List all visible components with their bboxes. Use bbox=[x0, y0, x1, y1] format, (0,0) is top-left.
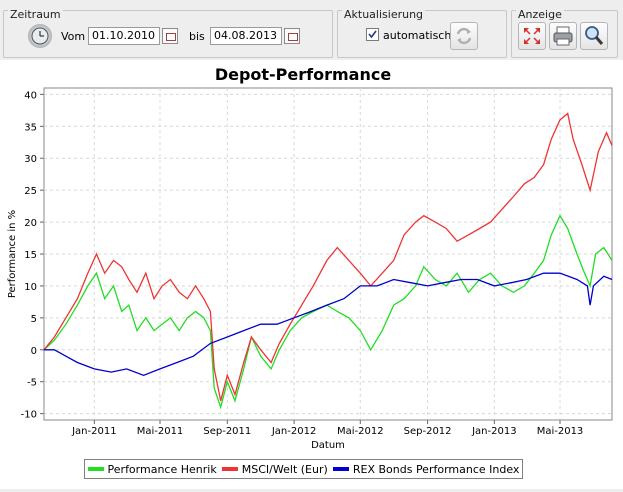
series-line-1 bbox=[43, 214, 613, 410]
refresh-icon[interactable] bbox=[450, 22, 478, 50]
vom-label: Vom bbox=[61, 30, 86, 43]
aktualisierung-title: Aktualisierung bbox=[342, 8, 426, 21]
legend-swatch bbox=[332, 467, 349, 471]
series-line-3 bbox=[44, 272, 613, 376]
chart-title: Depot-Performance bbox=[215, 65, 392, 84]
y-tick-label: 5 bbox=[31, 314, 37, 325]
x-axis-label: Datum bbox=[311, 440, 345, 451]
bis-label: bis bbox=[189, 30, 205, 43]
y-tick-label: 15 bbox=[24, 250, 37, 261]
y-tick-label: 35 bbox=[24, 122, 37, 133]
x-tick-label: Mai-2013 bbox=[537, 426, 584, 437]
bis-date-field[interactable]: 04.08.2013 bbox=[210, 27, 282, 45]
aktualisierung-group: Aktualisierung bbox=[337, 8, 507, 58]
y-tick-label: 20 bbox=[24, 218, 37, 229]
legend-label: REX Bonds Performance Index bbox=[352, 462, 520, 476]
x-tick-label: Jan-2012 bbox=[271, 426, 316, 437]
legend-swatch bbox=[87, 467, 104, 471]
calendar-icon[interactable] bbox=[162, 28, 178, 44]
legend-item-3: REX Bonds Performance Index bbox=[332, 462, 520, 476]
auto-checkbox-label: automatisch bbox=[383, 29, 452, 42]
x-tick-label: Mai-2011 bbox=[137, 426, 184, 437]
chart-legend: Performance Henrik MSCI/Welt (Eur) REX Bon… bbox=[84, 459, 523, 479]
legend-item-1: Performance Henrik bbox=[87, 462, 217, 476]
auto-checkbox[interactable] bbox=[366, 28, 379, 41]
legend-item-2: MSCI/Welt (Eur) bbox=[221, 462, 328, 476]
zeitraum-title: Zeitraum bbox=[8, 8, 63, 21]
clock-icon[interactable] bbox=[28, 24, 52, 48]
y-tick-label: -10 bbox=[21, 410, 37, 421]
calendar-icon[interactable] bbox=[284, 28, 300, 44]
x-tick-label: Mai-2012 bbox=[337, 426, 384, 437]
fullscreen-icon[interactable] bbox=[518, 22, 546, 50]
vom-date-field[interactable]: 01.10.2010 bbox=[88, 27, 160, 45]
x-tick-label: Sep-2012 bbox=[404, 426, 452, 437]
legend-swatch bbox=[221, 467, 238, 471]
y-tick-label: 30 bbox=[24, 154, 37, 165]
x-tick-label: Sep-2011 bbox=[203, 426, 251, 437]
printer-icon[interactable] bbox=[549, 22, 577, 50]
y-tick-label: -5 bbox=[27, 378, 37, 389]
x-tick-label: Jan-2013 bbox=[471, 426, 516, 437]
performance-chart: Depot-Performance -10 -5 0 5 10 15 20 25 30 35 40 J… bbox=[7, 65, 613, 451]
legend-label: MSCI/Welt (Eur) bbox=[241, 462, 328, 476]
y-tick-label: 40 bbox=[24, 90, 37, 101]
magnifier-icon[interactable] bbox=[580, 22, 608, 50]
y-tick-label: 10 bbox=[24, 282, 37, 293]
y-tick-label: 25 bbox=[24, 186, 37, 197]
chart-panel: Depot-Performance -10 -5 0 5 10 15 20 25 30 35 40 J… bbox=[0, 60, 623, 489]
legend-label: Performance Henrik bbox=[107, 462, 217, 476]
y-tick-label: 0 bbox=[31, 346, 37, 357]
x-tick-label: Jan-2011 bbox=[71, 426, 116, 437]
anzeige-title: Anzeige bbox=[516, 8, 564, 21]
series-line-2 bbox=[43, 112, 613, 401]
y-axis-label: Performance in % bbox=[7, 210, 18, 298]
